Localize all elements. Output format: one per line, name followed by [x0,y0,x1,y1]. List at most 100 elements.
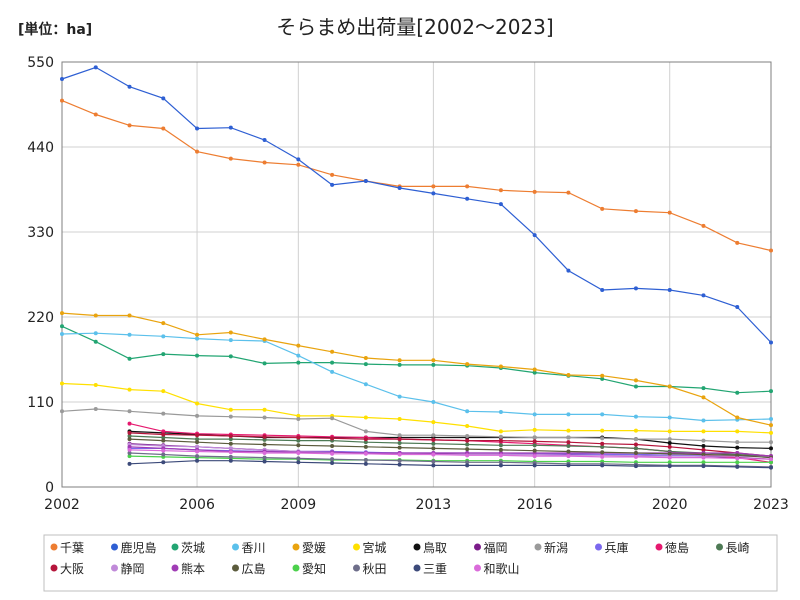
series-秋田 [127,451,773,469]
data-point [532,454,537,459]
data-point [498,447,503,452]
data-point [93,331,98,336]
data-point [330,451,335,456]
data-point [228,446,233,451]
legend-marker [534,543,542,551]
data-point [195,440,200,445]
data-point [498,438,503,443]
data-point [566,372,571,377]
data-point [262,160,267,165]
data-point [633,414,638,419]
data-point [600,206,605,211]
data-point [262,361,267,366]
legend-item: 鳥取 [413,540,447,555]
data-point [633,437,638,442]
data-point [431,452,436,457]
legend-item: 香川 [232,541,266,555]
data-point [330,416,335,421]
data-point [127,84,132,89]
data-point [161,389,166,394]
data-point [127,434,132,438]
data-point [667,440,672,445]
data-point [465,453,470,458]
data-point [127,461,132,466]
data-point [161,126,166,131]
data-point [701,395,706,400]
series-宮城 [60,381,773,435]
data-point [431,358,436,363]
data-point [633,384,638,389]
x-tick-label: 2020 [652,497,688,513]
data-point [262,337,267,342]
legend-marker [232,543,239,551]
legend-item: 兵庫 [595,541,629,555]
data-point [701,464,706,469]
legend-label: 新潟 [544,540,568,555]
data-point [296,456,301,461]
data-point [363,461,368,466]
data-point [633,378,638,383]
data-point [262,451,267,455]
legend-label: 三重 [423,562,447,576]
data-point [195,437,200,442]
data-point [161,411,166,416]
legend-marker [716,543,723,551]
data-point [769,440,773,445]
series-茨城 [60,324,773,395]
data-point [735,464,740,469]
legend-item: 愛知 [292,562,326,576]
legend-marker [353,564,360,572]
data-point [498,460,503,465]
data-point [127,123,132,128]
data-point [667,287,672,292]
data-point [566,268,571,273]
data-point [532,370,537,375]
series-line [61,408,771,443]
data-point [566,412,571,417]
data-point [769,340,773,345]
data-point [566,435,571,440]
data-point [431,463,436,468]
data-point [600,436,605,441]
legend-item: 徳島 [655,540,689,555]
series-新潟 [60,406,773,445]
data-point [60,332,64,336]
data-point [228,414,233,419]
data-point [330,444,335,449]
legend-label: 福岡 [484,540,508,555]
data-point [600,441,605,446]
legend-marker [292,543,300,551]
data-point [667,437,672,442]
data-point [397,445,402,450]
data-point [431,420,436,425]
legend-label: 香川 [242,541,266,555]
legend-marker [292,564,300,572]
legend-marker [50,543,58,551]
data-point [296,460,301,465]
data-point [701,447,706,452]
data-point [532,412,537,417]
series-大阪 [127,430,773,459]
unit-label: [単位：ha] [18,21,92,38]
data-point [296,435,301,440]
series-line [61,325,772,394]
series-line [61,100,772,252]
data-point [330,436,335,441]
data-point [262,138,267,143]
legend-item: 鹿児島 [111,540,157,555]
data-point [600,412,605,417]
data-point [498,364,503,369]
data-point [296,343,301,348]
data-point [363,362,368,367]
data-point [498,434,503,439]
data-point [465,196,470,201]
data-point [532,233,537,238]
data-point [93,313,98,318]
data-point [498,202,503,207]
data-point [600,287,605,292]
data-point [127,454,132,459]
series-line [61,66,772,343]
data-point [228,437,233,442]
legend-item: 福岡 [474,540,508,555]
